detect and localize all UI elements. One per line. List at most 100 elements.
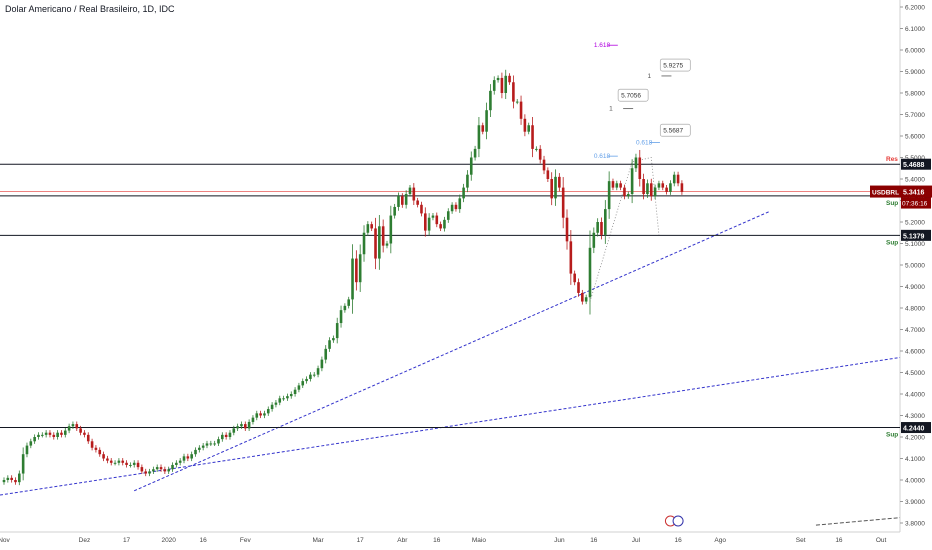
time-tick-label: 17 [123, 537, 131, 544]
candle-body [44, 432, 48, 435]
time-tick-label: Jun [554, 537, 565, 544]
candle-body [113, 462, 117, 464]
price-tick-label: 5.1000 [905, 241, 925, 248]
current-price-label: 5.3416 [903, 190, 925, 197]
price-tick-label: 4.1000 [905, 456, 925, 463]
candle-body [623, 187, 626, 197]
candle-body [86, 434, 90, 442]
time-tick-label: Set [796, 537, 806, 544]
time-tick-label: Ago [714, 537, 726, 544]
price-tick-label: 4.2000 [905, 435, 925, 442]
candle-body [102, 454, 105, 459]
time-tick-label: 2020 [161, 537, 176, 544]
candle-body [198, 447, 201, 450]
level-label-box [901, 422, 931, 434]
candle-body [443, 219, 446, 229]
level-tag: Sup [886, 200, 898, 207]
candle-body [431, 215, 435, 218]
candle-body [140, 467, 144, 472]
candle-body [542, 159, 546, 171]
candle-body [159, 467, 163, 470]
candle-body [607, 181, 611, 210]
time-tick-label: 17 [357, 537, 365, 544]
price-tick-label: 5.4000 [905, 177, 925, 184]
candle-body [117, 460, 121, 463]
candle-body [604, 209, 607, 235]
candle-body [355, 258, 358, 283]
candle-body [289, 394, 293, 397]
candle-body [519, 101, 523, 119]
candle-body [247, 421, 251, 429]
candle-body [500, 77, 504, 93]
level-label: 4.2440 [903, 426, 925, 433]
candle-body [561, 187, 565, 218]
price-tick-label: 5.0000 [905, 263, 925, 270]
candle-body [669, 183, 672, 192]
time-tick-label: Out [876, 537, 887, 544]
candle-body [454, 204, 458, 210]
candle-body [581, 292, 584, 302]
candle-body [48, 432, 52, 435]
candle-body [381, 226, 385, 246]
candle-body [343, 305, 347, 311]
candle-body [194, 449, 197, 455]
price-tick-label: 4.8000 [905, 306, 925, 313]
candle-body [60, 432, 63, 435]
time-tick-label: Fev [240, 537, 252, 544]
candle-body [588, 247, 592, 298]
level-label-box [901, 229, 931, 241]
candle-body [75, 424, 79, 429]
candle-body [332, 338, 335, 341]
candle-body [558, 176, 561, 188]
candle-body [109, 460, 113, 463]
candle-body [370, 224, 373, 229]
candle-body [374, 228, 377, 259]
candle-body [492, 80, 496, 91]
trend-line-short [134, 210, 771, 492]
time-tick-label: 16 [200, 537, 208, 544]
candle-body [611, 181, 615, 188]
candle-body [18, 473, 21, 483]
candle-body [592, 232, 596, 248]
countdown-label: 07:36:16 [902, 201, 928, 208]
price-tick-label: 6.2000 [905, 5, 925, 12]
price-tick-label: 5.8000 [905, 91, 925, 98]
candle-body [106, 458, 109, 461]
price-tick-label: 5.9000 [905, 69, 925, 76]
candle-body [125, 462, 128, 465]
candle-body [178, 460, 182, 463]
level-tag: Sup [886, 239, 898, 246]
candle-body [653, 187, 657, 197]
candle-body [213, 443, 216, 445]
candle-body [251, 417, 255, 422]
candle-body [29, 441, 33, 446]
candle-body [600, 222, 603, 235]
candle-body [305, 378, 308, 382]
candle-body [255, 413, 259, 418]
candle-body [282, 398, 285, 400]
time-tick-label: Abr [397, 537, 408, 544]
candle-body [439, 224, 442, 229]
price-tick-label: 4.0000 [905, 478, 925, 485]
candle-body [347, 299, 350, 306]
candle-body [129, 464, 132, 466]
fib-label: 1 [609, 106, 613, 113]
candle-body [473, 148, 477, 158]
time-tick-label: 16 [433, 537, 441, 544]
candle-body [412, 187, 416, 201]
time-tick-label: Nov [0, 537, 11, 544]
candle-body [366, 224, 370, 233]
fib-label: 1.618 [594, 42, 611, 49]
candle-body [527, 125, 531, 132]
candle-body [312, 374, 316, 376]
candle-body [316, 368, 320, 375]
fib-price-box [659, 58, 691, 72]
time-tick-label: 16 [590, 537, 598, 544]
candle-body [21, 454, 25, 474]
candle-body [186, 456, 190, 459]
candle-body [538, 148, 542, 160]
level-tag: Sup [886, 432, 898, 439]
candle-body [596, 222, 599, 233]
price-tick-label: 5.7000 [905, 112, 925, 119]
